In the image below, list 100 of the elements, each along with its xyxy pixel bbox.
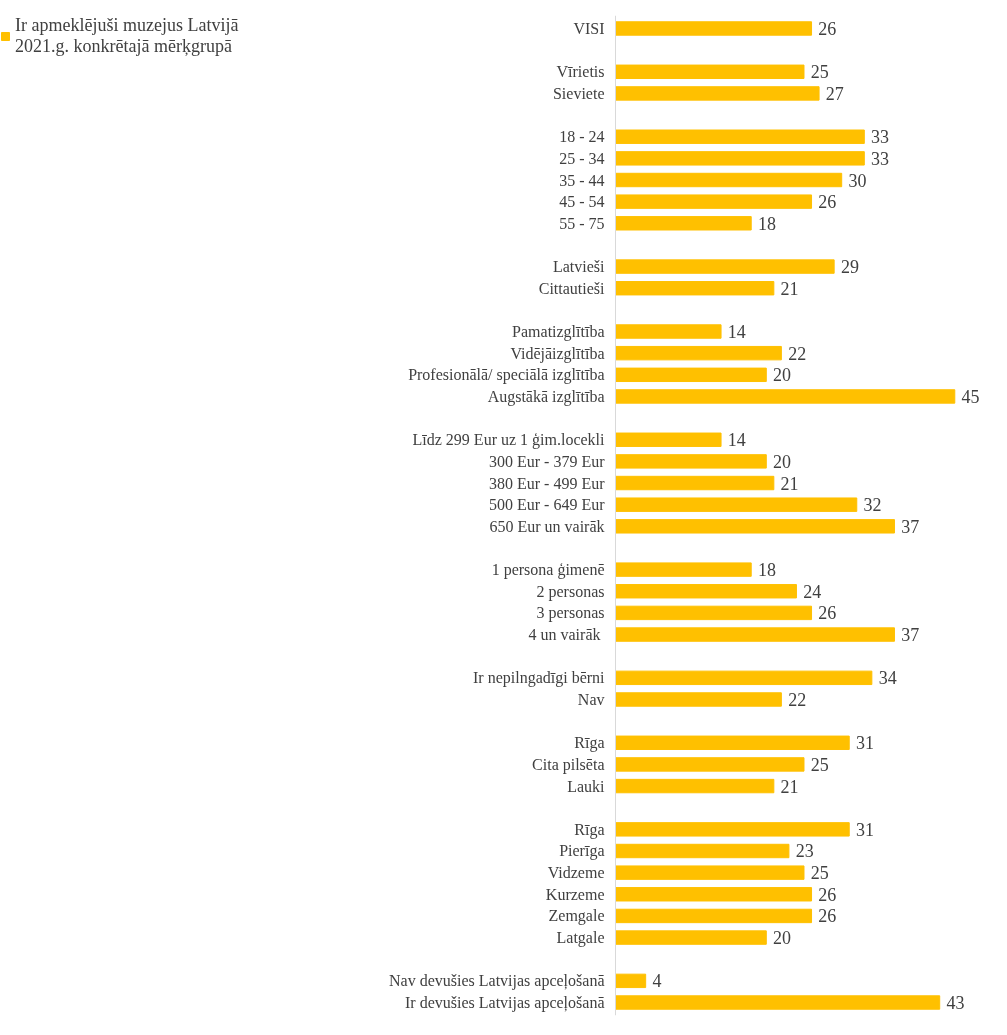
bar — [615, 172, 843, 188]
data-label: 29 — [840, 257, 859, 278]
y-tick-label: 300 Eur - 379 Eur — [488, 452, 606, 470]
y-tick-label: Līdz 299 Eur uz 1 ģim.locekli — [412, 431, 606, 450]
bar — [615, 995, 941, 1010]
y-tick-label: 2 personas — [536, 582, 605, 601]
bar — [615, 281, 775, 296]
data-label: 25 — [810, 62, 829, 83]
data-label: 31 — [856, 733, 875, 754]
bar — [615, 822, 850, 837]
bar — [615, 887, 813, 902]
y-tick-label: Kurzeme — [545, 885, 605, 903]
bar — [615, 605, 813, 621]
data-label: 37 — [901, 516, 920, 537]
y-tick-label: 25 - 34 — [559, 149, 605, 167]
y-tick-label: 4 un vairāk — [528, 626, 601, 644]
data-label: 18 — [758, 213, 776, 234]
bar — [615, 86, 820, 101]
data-label: 22 — [788, 689, 807, 710]
bar — [615, 692, 782, 707]
bar — [615, 21, 813, 36]
data-label: 26 — [818, 18, 837, 39]
data-label: 20 — [773, 928, 792, 949]
data-label: 26 — [818, 603, 837, 624]
bar — [615, 670, 873, 686]
bar — [615, 129, 865, 144]
bar — [615, 389, 956, 404]
data-label: 21 — [780, 278, 799, 299]
y-tick-label: 18 - 24 — [559, 128, 605, 146]
data-label: 33 — [871, 148, 890, 169]
data-label: 14 — [727, 430, 746, 451]
y-tick-label: 500 Eur - 649 Eur — [488, 496, 606, 514]
data-label: 26 — [818, 906, 837, 927]
bar — [615, 64, 805, 79]
y-tick-label: Pamatizglītība — [512, 323, 605, 342]
data-label: 33 — [871, 127, 890, 148]
y-tick-label: Pierīga — [559, 842, 605, 861]
data-label: 24 — [803, 581, 822, 602]
bar — [615, 519, 895, 534]
y-tick-label: Vidējāizglītība — [510, 344, 605, 363]
bar — [615, 151, 865, 166]
bar — [615, 584, 797, 599]
y-tick-label: 380 Eur - 499 Eur — [488, 474, 606, 492]
data-label: 22 — [788, 343, 807, 364]
y-tick-label: Zemgale — [548, 907, 605, 926]
bar — [615, 843, 790, 859]
bar — [615, 345, 782, 361]
y-tick-label: 650 Eur un vairāk — [489, 517, 605, 535]
y-tick-label: Rīga — [574, 734, 605, 753]
data-label: 23 — [795, 841, 814, 862]
y-tick-label: Latgale — [556, 929, 605, 948]
y-tick-label: Ir devušies Latvijas apceļošanā — [405, 994, 605, 1013]
bar — [615, 930, 767, 945]
bar — [615, 454, 767, 469]
data-label: 21 — [780, 473, 799, 494]
data-label: 34 — [878, 668, 897, 689]
data-label: 26 — [818, 884, 837, 905]
bar — [615, 324, 722, 339]
bar — [615, 735, 850, 750]
bar — [615, 497, 858, 512]
y-tick-label: 3 personas — [536, 604, 605, 623]
data-label: 45 — [961, 386, 980, 407]
bar — [615, 627, 895, 642]
y-tick-label: Lauki — [567, 777, 606, 795]
y-tick-label: Rīga — [574, 820, 605, 839]
legend-label: Ir apmeklējuši muzejus Latvijā 2021.g. konkrētajā mērķgrupā — [15, 15, 239, 57]
bar — [615, 194, 813, 209]
bar — [615, 908, 813, 924]
bar — [615, 367, 767, 383]
y-tick-label: 1 persona ģimenē — [491, 561, 605, 580]
y-tick-label: 55 - 75 — [559, 214, 605, 232]
y-tick-label: Latvieši — [552, 258, 606, 276]
bar — [615, 757, 805, 772]
data-label: 30 — [848, 170, 867, 191]
data-label: 26 — [818, 192, 837, 213]
y-tick-label: 35 - 44 — [559, 171, 605, 189]
data-label: 32 — [863, 495, 882, 516]
y-tick-label: Vidzeme — [547, 864, 605, 882]
data-label: 21 — [780, 776, 799, 797]
bar — [615, 216, 752, 231]
data-label: 14 — [727, 322, 746, 343]
y-tick-label: Cita pilsēta — [532, 755, 605, 774]
bar — [615, 973, 647, 989]
y-tick-label: 45 - 54 — [559, 193, 605, 211]
bar — [615, 865, 805, 880]
data-label: 25 — [810, 863, 829, 884]
y-tick-label: Profesionālā/ speciālā izglītība — [408, 366, 605, 385]
bar — [615, 475, 775, 491]
y-tick-label: VISI — [573, 19, 605, 37]
y-tick-label: Nav — [577, 690, 605, 708]
bar — [615, 432, 722, 447]
data-label: 27 — [825, 83, 844, 104]
y-tick-label: Ir nepilngadīgi bērni — [472, 669, 606, 688]
data-label: 31 — [856, 819, 875, 840]
bar — [615, 562, 752, 577]
y-tick-label: Augstākā izglītība — [487, 387, 605, 406]
data-label: 43 — [946, 993, 965, 1014]
data-label: 18 — [758, 560, 776, 581]
y-tick-label: Sieviete — [552, 84, 605, 102]
data-label: 4 — [652, 971, 662, 992]
